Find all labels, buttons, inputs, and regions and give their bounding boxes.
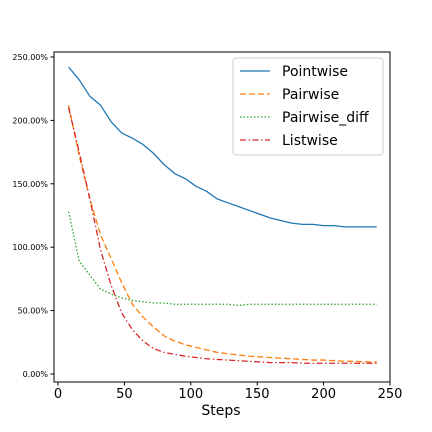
x-tick-label: 50: [116, 387, 133, 402]
legend-label-listwise: Listwise: [282, 133, 338, 149]
legend: Pointwise Pairwise Pairwise_diff Listwise: [232, 57, 384, 156]
legend-label-pairwise: Pairwise: [282, 87, 339, 103]
series-line-listwise: [67, 107, 377, 364]
y-tick-label: 250.00%: [12, 53, 48, 62]
x-tick-label: 200: [311, 387, 336, 402]
y-tick-label: 100.00%: [12, 243, 48, 252]
axis-ticks: 0.00% 50.00% 100.00% 150.00% 200.00% 250.00% 0…: [12, 53, 402, 402]
legend-label-pointwise: Pointwise: [282, 64, 348, 80]
legend-box: [232, 57, 384, 156]
series-line-pairwise: [67, 105, 377, 363]
x-tick-label: 250: [378, 387, 403, 402]
series-line-pairwise-diff: [67, 211, 377, 307]
y-tick-label: 150.00%: [12, 180, 48, 189]
y-tick-label: 200.00%: [12, 116, 48, 125]
plot-frame: [53, 51, 391, 383]
series-line-pointwise: [68, 66, 377, 228]
x-tick-label: 0: [54, 387, 62, 402]
series-lines: [67, 66, 377, 364]
y-tick-label: 50.00%: [17, 307, 48, 316]
legend-label-pairwise-diff: Pairwise_diff: [282, 110, 369, 126]
x-tick-label: 150: [245, 387, 270, 402]
x-axis-title: Steps: [201, 403, 240, 419]
y-tick-label: 0.00%: [23, 370, 49, 379]
x-tick-label: 100: [178, 387, 203, 402]
